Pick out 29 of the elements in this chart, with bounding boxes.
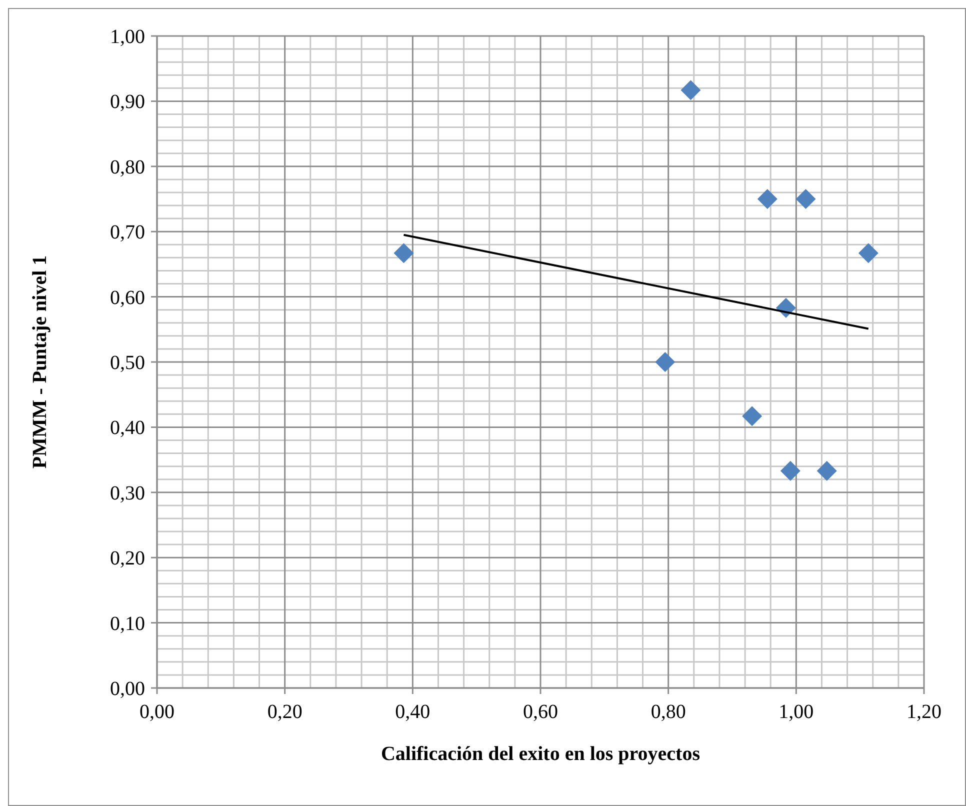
y-tick-label: 0,70 xyxy=(110,222,145,244)
point xyxy=(858,243,878,264)
y-tick-label: 0,60 xyxy=(110,286,145,309)
x-tick-label: 1,20 xyxy=(906,701,942,723)
point xyxy=(796,189,816,209)
y-tick-label: 0,00 xyxy=(110,678,145,700)
point xyxy=(742,406,762,426)
x-tick-label: 1,00 xyxy=(778,701,814,723)
y-tick-label: 0,20 xyxy=(110,548,145,570)
point xyxy=(655,352,676,372)
y-tick-label: 0,10 xyxy=(110,612,145,635)
point xyxy=(394,243,414,264)
point xyxy=(816,460,837,481)
y-axis-title: PMMM - Puntaje nivel 1 xyxy=(29,255,51,469)
y-tick-label: 0,50 xyxy=(110,352,145,374)
y-tick-label: 0,90 xyxy=(110,91,145,114)
point xyxy=(680,80,701,100)
y-tick-label: 1,00 xyxy=(110,26,145,48)
x-tick-label: 0,80 xyxy=(650,701,686,723)
x-tick-label: 0,20 xyxy=(267,701,302,723)
y-tick-label: 0,80 xyxy=(110,156,145,178)
point xyxy=(780,460,800,481)
x-tick-label: 0,00 xyxy=(140,701,174,723)
x-tick-label: 0,40 xyxy=(395,701,430,723)
x-tick-label: 0,60 xyxy=(523,701,558,723)
y-tick-label: 0,40 xyxy=(110,417,145,440)
y-tick-label: 0,30 xyxy=(110,482,145,504)
x-axis-title: Calificación del exito en los proyectos xyxy=(380,743,700,765)
point xyxy=(757,189,778,209)
